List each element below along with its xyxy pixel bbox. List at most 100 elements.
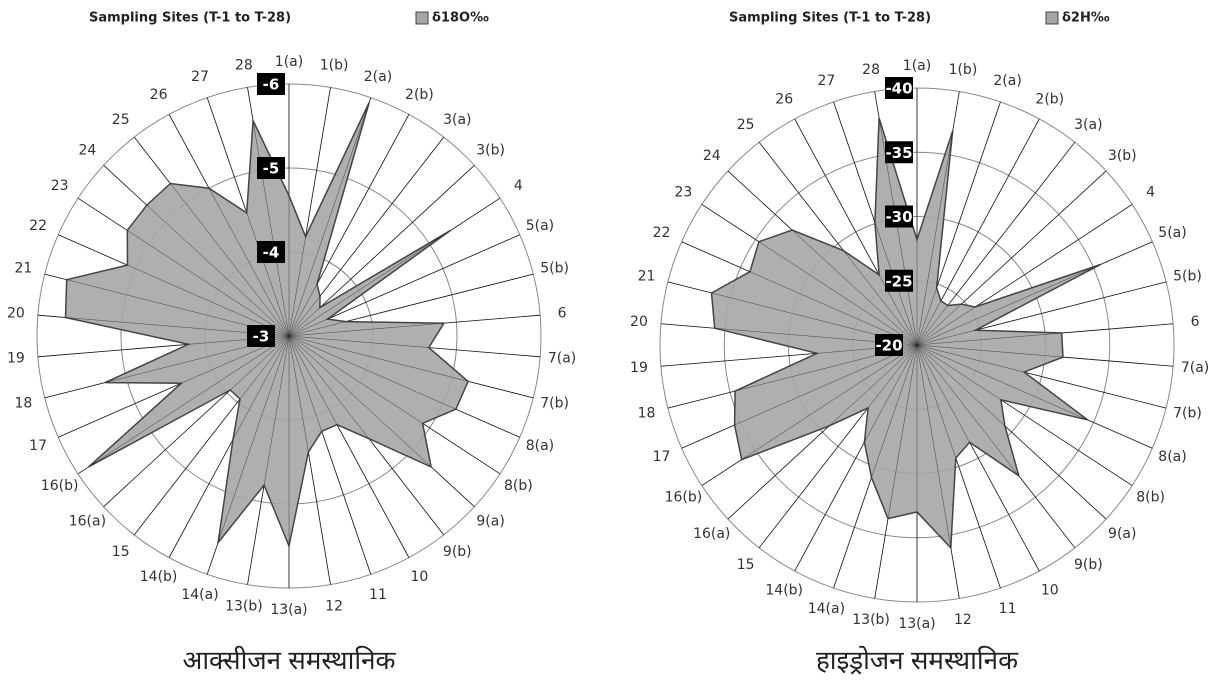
category-label: 14(b) bbox=[140, 569, 178, 585]
spoke-over bbox=[916, 204, 1133, 346]
spoke-over bbox=[916, 344, 1076, 548]
category-label: 8(a) bbox=[1158, 449, 1186, 465]
category-label: 7(a) bbox=[1181, 360, 1209, 376]
spoke-over bbox=[916, 118, 1040, 346]
category-label: 12 bbox=[954, 612, 972, 628]
spoke-over bbox=[77, 197, 290, 337]
spoke-over bbox=[288, 335, 501, 475]
spoke-over bbox=[916, 101, 1001, 346]
spoke-over bbox=[916, 344, 1153, 449]
category-label: 4 bbox=[514, 178, 523, 194]
category-label: 20 bbox=[7, 305, 25, 321]
spoke-over bbox=[874, 344, 918, 599]
chart-title: Sampling Sites (T-1 to T-28) bbox=[89, 11, 291, 26]
spoke-over bbox=[288, 114, 410, 337]
spoke-over bbox=[58, 335, 290, 438]
spoke-over bbox=[916, 142, 1076, 346]
spoke-over bbox=[916, 344, 1040, 572]
spoke-over bbox=[288, 87, 331, 337]
category-label: 6 bbox=[558, 305, 567, 321]
category-label: 1(b) bbox=[949, 62, 978, 78]
category-label: 3(b) bbox=[1108, 148, 1137, 164]
category-label: 8(b) bbox=[1136, 490, 1165, 506]
spoke-over bbox=[701, 344, 918, 486]
category-label: 23 bbox=[51, 178, 69, 194]
category-label: 5(a) bbox=[1158, 225, 1186, 241]
category-label: 24 bbox=[703, 148, 721, 164]
spoke-over bbox=[916, 281, 1167, 346]
spoke-over bbox=[288, 234, 520, 337]
category-label: 26 bbox=[150, 87, 168, 103]
spoke-over bbox=[288, 335, 331, 585]
r-tick-label: -25 bbox=[885, 272, 912, 290]
category-label: 3(a) bbox=[1074, 117, 1102, 133]
category-label: 10 bbox=[410, 569, 428, 585]
tick-box bbox=[875, 334, 903, 356]
tick-box bbox=[257, 73, 285, 95]
category-label: 13(b) bbox=[852, 612, 890, 628]
spoke-over bbox=[916, 170, 1107, 346]
category-label: 16(b) bbox=[665, 490, 703, 506]
spoke-over bbox=[288, 97, 372, 337]
category-label: 18 bbox=[638, 405, 656, 421]
category-label: 13(a) bbox=[898, 616, 935, 632]
category-label: 19 bbox=[630, 360, 648, 376]
spoke-over bbox=[247, 87, 290, 337]
tick-box bbox=[247, 325, 275, 347]
spoke-over bbox=[288, 335, 475, 507]
category-label: 14(a) bbox=[808, 601, 845, 617]
category-label: 7(b) bbox=[1173, 405, 1202, 421]
spoke-over bbox=[758, 344, 918, 548]
spoke-over bbox=[288, 335, 372, 575]
category-label: 28 bbox=[235, 58, 253, 74]
category-label: 23 bbox=[675, 184, 693, 200]
r-tick-label: -40 bbox=[885, 80, 912, 98]
category-label: 5(a) bbox=[526, 218, 554, 234]
spoke-over bbox=[288, 136, 444, 337]
category-label: 17 bbox=[653, 449, 671, 465]
spoke-over bbox=[833, 101, 918, 346]
category-label: 27 bbox=[817, 73, 835, 89]
legend-swatch bbox=[415, 11, 429, 25]
category-label: 4 bbox=[1146, 184, 1155, 200]
category-label: 13(b) bbox=[225, 598, 263, 614]
category-label: 2(b) bbox=[405, 87, 434, 103]
legend-label: δ2H‰ bbox=[1062, 11, 1110, 26]
category-label: 25 bbox=[112, 112, 130, 128]
category-label: 2(b) bbox=[1035, 92, 1064, 108]
spoke-over bbox=[794, 118, 918, 346]
spoke-over bbox=[134, 335, 290, 536]
category-label: 20 bbox=[630, 314, 648, 330]
category-label: 17 bbox=[29, 438, 47, 454]
category-label: 7(b) bbox=[540, 395, 569, 411]
legend-label: δ18O‰ bbox=[432, 11, 489, 26]
tick-box bbox=[257, 241, 285, 263]
spoke-over bbox=[288, 197, 501, 337]
category-label: 3(b) bbox=[476, 142, 505, 158]
spoke-over bbox=[288, 335, 541, 358]
tick-box bbox=[885, 269, 913, 292]
r-tick-label: -3 bbox=[253, 328, 270, 346]
spoke-over bbox=[916, 323, 1174, 346]
category-label: 11 bbox=[369, 587, 387, 603]
spoke-over bbox=[77, 335, 290, 475]
spoke-over bbox=[288, 335, 520, 438]
category-label: 18 bbox=[14, 395, 32, 411]
tick-box bbox=[885, 205, 913, 228]
category-label: 28 bbox=[862, 62, 880, 78]
category-label: 9(b) bbox=[443, 544, 472, 560]
category-label: 22 bbox=[29, 218, 47, 234]
caption: आक्सीजन समस्थानिक bbox=[182, 645, 396, 675]
r-tick-label: -35 bbox=[885, 144, 912, 162]
spoke-over bbox=[916, 91, 960, 346]
category-label: 16(b) bbox=[41, 478, 79, 494]
spoke-over bbox=[727, 170, 918, 346]
r-tick-label: -5 bbox=[263, 160, 280, 178]
r-tick-label: -4 bbox=[263, 244, 280, 262]
category-label: 10 bbox=[1041, 582, 1059, 598]
spoke-over bbox=[681, 344, 918, 449]
r-tick-label: -6 bbox=[263, 76, 280, 94]
spoke-over bbox=[727, 344, 918, 520]
spoke-over bbox=[916, 344, 1001, 589]
spoke-over bbox=[206, 335, 290, 575]
